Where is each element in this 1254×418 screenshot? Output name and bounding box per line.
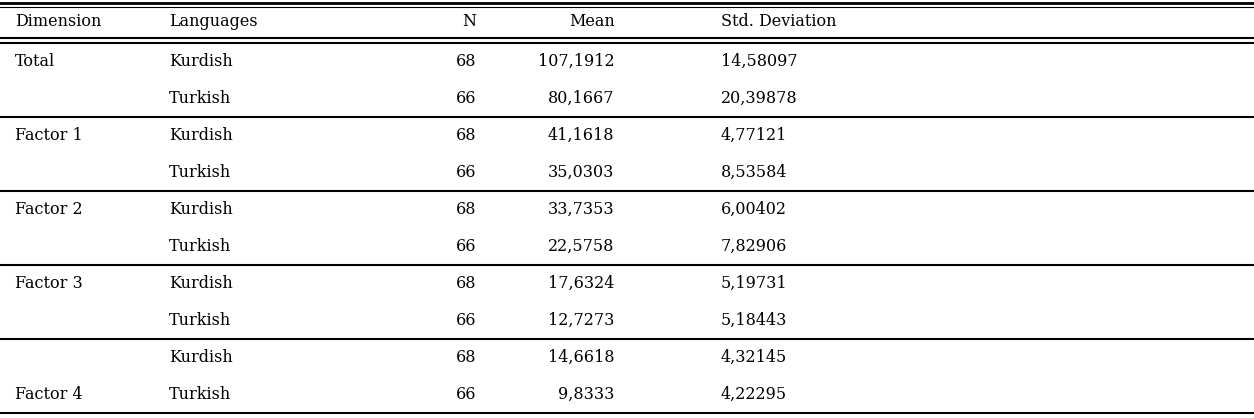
Text: Factor 4: Factor 4 (15, 386, 83, 403)
Text: 17,6324: 17,6324 (548, 275, 614, 292)
Text: Dimension: Dimension (15, 13, 102, 31)
Text: 41,1618: 41,1618 (548, 127, 614, 144)
Text: Kurdish: Kurdish (169, 127, 233, 144)
Text: 33,7353: 33,7353 (548, 201, 614, 218)
Text: 35,0303: 35,0303 (548, 164, 614, 181)
Text: Turkish: Turkish (169, 90, 232, 107)
Text: 68: 68 (456, 201, 477, 218)
Text: Factor 2: Factor 2 (15, 201, 83, 218)
Text: Turkish: Turkish (169, 164, 232, 181)
Text: 20,39878: 20,39878 (721, 90, 798, 107)
Text: 14,58097: 14,58097 (721, 53, 798, 70)
Text: 68: 68 (456, 349, 477, 366)
Text: 12,7273: 12,7273 (548, 312, 614, 329)
Text: 66: 66 (456, 164, 477, 181)
Text: 22,5758: 22,5758 (548, 238, 614, 255)
Text: Turkish: Turkish (169, 386, 232, 403)
Text: 107,1912: 107,1912 (538, 53, 614, 70)
Text: Kurdish: Kurdish (169, 275, 233, 292)
Text: 66: 66 (456, 238, 477, 255)
Text: Turkish: Turkish (169, 238, 232, 255)
Text: Factor 3: Factor 3 (15, 275, 83, 292)
Text: 66: 66 (456, 90, 477, 107)
Text: 66: 66 (456, 386, 477, 403)
Text: Mean: Mean (569, 13, 614, 31)
Text: 5,19731: 5,19731 (721, 275, 788, 292)
Text: 7,82906: 7,82906 (721, 238, 788, 255)
Text: 5,18443: 5,18443 (721, 312, 788, 329)
Text: 68: 68 (456, 53, 477, 70)
Text: Languages: Languages (169, 13, 258, 31)
Text: 68: 68 (456, 127, 477, 144)
Text: Factor 1: Factor 1 (15, 127, 83, 144)
Text: Kurdish: Kurdish (169, 201, 233, 218)
Text: Kurdish: Kurdish (169, 349, 233, 366)
Text: Std. Deviation: Std. Deviation (721, 13, 836, 31)
Text: N: N (463, 13, 477, 31)
Text: 14,6618: 14,6618 (548, 349, 614, 366)
Text: 6,00402: 6,00402 (721, 201, 788, 218)
Text: 4,32145: 4,32145 (721, 349, 788, 366)
Text: 4,77121: 4,77121 (721, 127, 788, 144)
Text: Total: Total (15, 53, 55, 70)
Text: Kurdish: Kurdish (169, 53, 233, 70)
Text: 9,8333: 9,8333 (558, 386, 614, 403)
Text: 4,22295: 4,22295 (721, 386, 788, 403)
Text: 68: 68 (456, 275, 477, 292)
Text: 8,53584: 8,53584 (721, 164, 788, 181)
Text: 80,1667: 80,1667 (548, 90, 614, 107)
Text: 66: 66 (456, 312, 477, 329)
Text: Turkish: Turkish (169, 312, 232, 329)
